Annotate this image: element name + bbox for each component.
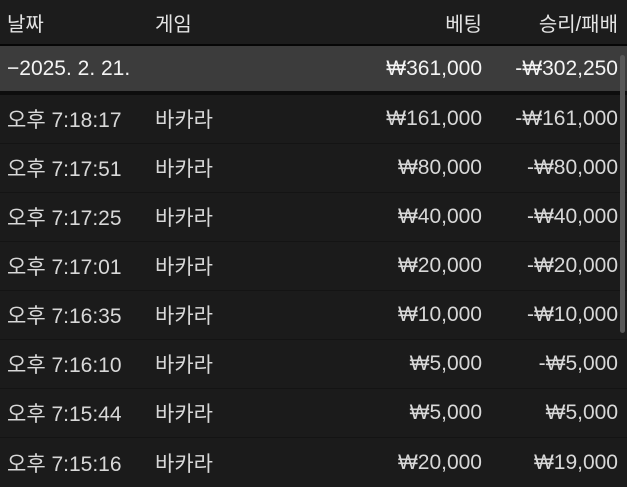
cell-time: 오후 7:16:10 (7, 354, 122, 377)
cell-bet: ₩20,000 (397, 450, 482, 474)
summary-result-total: -₩302,250 (515, 56, 618, 80)
cell-bet: ₩10,000 (397, 303, 482, 326)
table-row: 오후 7:15:44 바카라 ₩5,000 ₩5,000 (0, 389, 627, 438)
scrollbar-thumb[interactable] (620, 55, 625, 333)
cell-bet: ₩20,000 (397, 254, 482, 277)
table-row: 오후 7:16:10 바카라 ₩5,000 -₩5,000 (0, 340, 627, 389)
cell-time: 오후 7:17:51 (7, 158, 122, 181)
cell-bet: ₩5,000 (409, 352, 482, 375)
column-header-result: 승리/패배 (538, 13, 618, 36)
table-row: 오후 7:18:17 바카라 ₩161,000 -₩161,000 (0, 95, 627, 144)
cell-game: 바카라 (155, 403, 213, 426)
table-body: 오후 7:18:17 바카라 ₩161,000 -₩161,000 오후 7:1… (0, 95, 627, 487)
cell-result: ₩19,000 (533, 450, 618, 474)
cell-result: -₩5,000 (538, 352, 618, 375)
cell-time: 오후 7:15:16 (7, 452, 122, 476)
cell-result: ₩5,000 (545, 401, 618, 424)
summary-date: −2025. 2. 21. (7, 56, 131, 80)
table-row: 오후 7:17:25 바카라 ₩40,000 -₩40,000 (0, 193, 627, 242)
table-header-row: 날짜 게임 베팅 승리/패배 (0, 0, 627, 46)
table-row: 오후 7:15:16 바카라 ₩20,000 ₩19,000 (0, 438, 627, 487)
cell-bet: ₩80,000 (397, 156, 482, 179)
cell-game: 바카라 (155, 256, 213, 279)
cell-time: 오후 7:16:35 (7, 305, 122, 328)
summary-bet-total: ₩361,000 (386, 56, 482, 80)
day-summary-row[interactable]: −2025. 2. 21. ₩361,000 -₩302,250 (0, 46, 627, 95)
cell-time: 오후 7:15:44 (7, 403, 122, 426)
cell-result: -₩40,000 (526, 205, 618, 228)
table-row: 오후 7:16:35 바카라 ₩10,000 -₩10,000 (0, 291, 627, 340)
cell-game: 바카라 (155, 207, 213, 230)
cell-result: -₩20,000 (526, 254, 618, 277)
cell-time: 오후 7:17:01 (7, 256, 122, 279)
cell-result: -₩10,000 (526, 303, 618, 326)
cell-time: 오후 7:17:25 (7, 207, 122, 230)
cell-bet: ₩161,000 (386, 107, 482, 130)
column-header-date: 날짜 (7, 13, 44, 36)
cell-time: 오후 7:18:17 (7, 109, 122, 132)
column-header-game: 게임 (155, 13, 192, 36)
cell-game: 바카라 (155, 109, 213, 132)
cell-game: 바카라 (155, 305, 213, 328)
cell-game: 바카라 (155, 354, 213, 377)
table-row: 오후 7:17:01 바카라 ₩20,000 -₩20,000 (0, 242, 627, 291)
cell-bet: ₩40,000 (397, 205, 482, 228)
cell-bet: ₩5,000 (409, 401, 482, 424)
cell-game: 바카라 (155, 452, 213, 476)
cell-game: 바카라 (155, 158, 213, 181)
table-row: 오후 7:17:51 바카라 ₩80,000 -₩80,000 (0, 144, 627, 193)
cell-result: -₩161,000 (515, 107, 618, 130)
column-header-bet: 베팅 (445, 13, 482, 36)
cell-result: -₩80,000 (526, 156, 618, 179)
